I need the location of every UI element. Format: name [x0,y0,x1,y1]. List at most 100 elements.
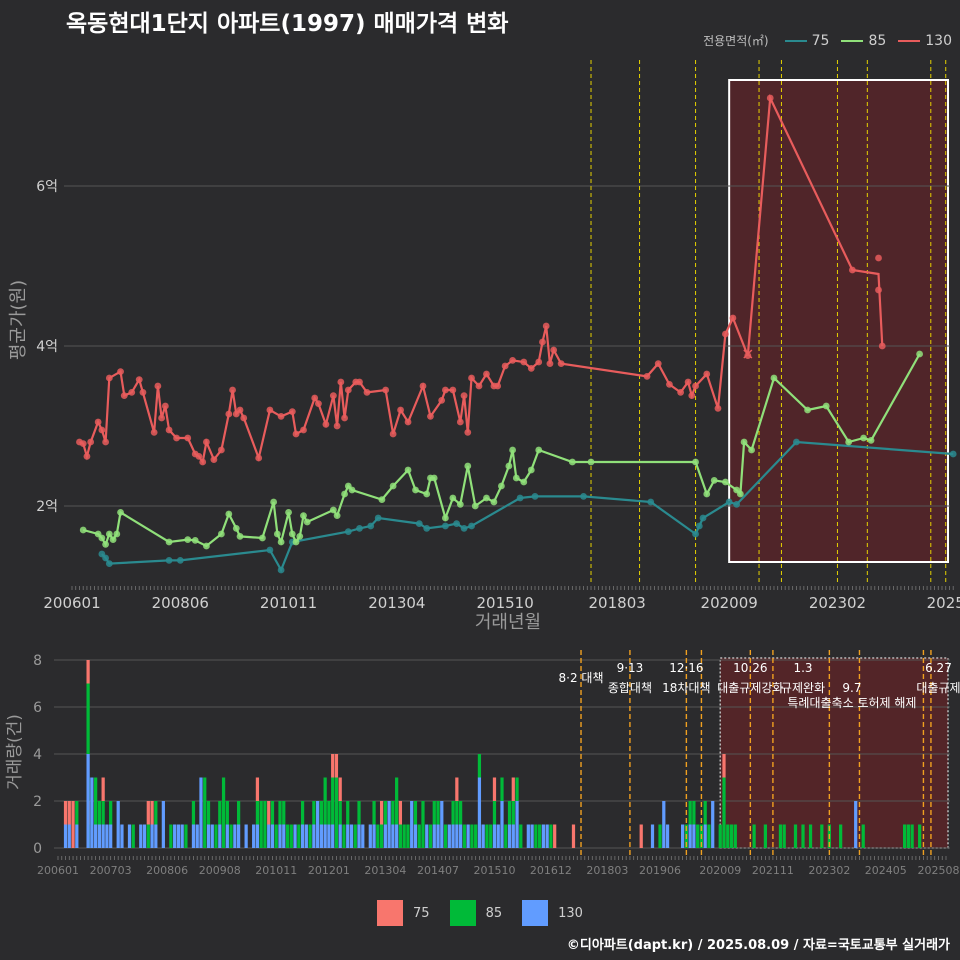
point-130 [550,346,558,354]
point-85 [412,486,419,494]
y-tick-label: 2억 [36,499,58,515]
legend-item-130[interactable]: 130 [892,33,952,49]
bar-85 [285,824,290,848]
point-75 [415,520,423,527]
bar-85 [206,801,211,825]
bar-130 [391,824,395,848]
x-tick-label: 200601 [43,594,100,612]
legend-item-b130[interactable]: 130 [522,900,583,926]
point-130 [464,429,472,436]
point-75 [277,566,285,574]
legend-item-b85[interactable]: 85 [449,900,502,926]
bar-85 [391,801,395,825]
bar-130 [372,824,376,848]
point-130 [277,413,285,420]
bar-85 [910,824,914,848]
point-130 [875,254,882,262]
bar-130 [105,824,109,848]
point-130 [105,374,113,382]
legend-item-75[interactable]: 75 [779,33,829,49]
cancel-marker [743,349,753,359]
bar-130 [199,777,203,848]
bar-130 [319,824,324,848]
x-tick-label: 200601 [37,864,79,877]
point-130 [229,386,236,394]
bar-85 [729,824,734,848]
point-85 [535,446,543,454]
point-130 [94,418,102,426]
point-130 [292,430,300,438]
bar-85 [94,777,98,825]
x-tick-label: 202009 [699,864,741,877]
point-130 [240,414,248,422]
point-85 [423,490,431,498]
point-85 [296,533,304,540]
point-130 [546,360,554,367]
bar-85 [376,824,380,848]
bar-130 [304,824,308,848]
y-tick-label: 6 [33,700,42,716]
policy-annotation: 규제완화 [781,681,825,695]
x-tick-label: 202405 [865,864,907,877]
bar-75 [255,777,260,801]
bar-130 [496,824,500,848]
point-130 [441,386,449,394]
point-85 [441,514,449,522]
bar-85 [203,777,207,848]
bar-85 [462,824,466,848]
bar-85 [300,801,305,825]
bar-130 [711,801,715,848]
point-85 [232,525,240,532]
bar-75 [379,801,384,825]
point-130 [311,394,319,402]
point-85 [217,530,225,538]
bar-85 [263,801,267,848]
policy-annotation: 대출규제강화 [717,681,783,695]
bar-130 [447,824,451,848]
bar-130 [545,824,549,848]
bar-85 [184,824,188,848]
point-85 [736,490,744,498]
point-75 [699,514,707,522]
bar-130 [252,824,256,848]
point-130 [557,360,565,367]
bar-85 [353,824,357,848]
point-130 [344,386,352,394]
bar-130 [180,824,184,848]
bar-85 [379,824,384,848]
bar-85 [485,824,489,848]
point-130 [217,446,225,454]
bar-85 [696,824,700,848]
bar-85 [327,801,331,825]
point-130 [449,386,457,394]
bar-85 [752,824,756,848]
bar-130 [236,824,241,848]
bar-85 [538,824,542,848]
bar-75 [511,777,515,801]
bar-130 [361,824,365,848]
point-85 [916,350,923,358]
legend-box-85 [449,900,476,926]
point-85 [520,478,528,486]
point-85 [273,530,281,538]
bar-85 [477,754,482,778]
x-tick-label: 201803 [586,864,628,877]
point-75 [733,501,741,508]
point-85 [225,510,233,518]
bar-85 [278,801,282,825]
bar-85 [342,824,346,848]
bar-130 [455,824,459,848]
x-tick-label: 202508 [917,864,959,877]
legend-item-85[interactable]: 85 [835,33,886,49]
bar-130 [692,824,696,848]
point-130 [703,370,711,378]
point-130 [475,382,483,390]
bar-85 [131,824,135,848]
legend-item-b75[interactable]: 75 [377,900,430,926]
bar-130 [176,824,181,848]
point-75 [468,522,475,530]
point-85 [79,526,87,534]
bar-85 [451,801,455,825]
y-tick-label: 4 [33,747,42,763]
bar-130 [191,824,196,848]
